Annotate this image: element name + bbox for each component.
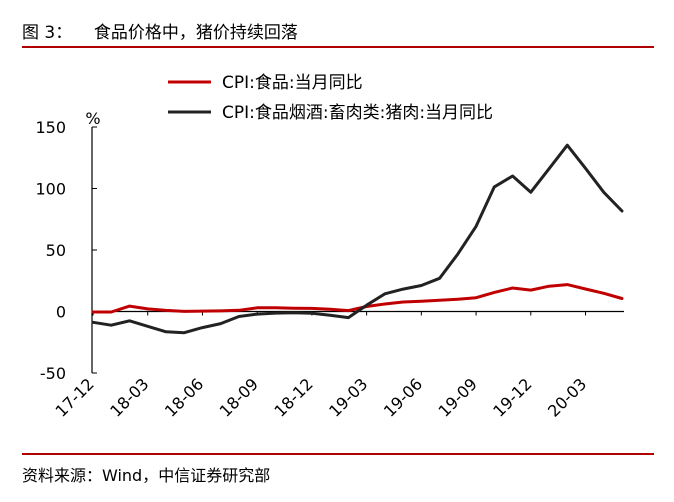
source-note: 资料来源：Wind，中信证券研究部 xyxy=(22,466,271,485)
series-line-food-cpi xyxy=(91,283,624,314)
x-tick-label: 18-06 xyxy=(161,374,207,420)
x-tick-label: 19-03 xyxy=(325,374,371,420)
x-tick-label: 19-12 xyxy=(489,374,535,420)
y-unit-label: % xyxy=(85,109,100,128)
series-line-pork-cpi xyxy=(91,143,624,335)
chart-legend: CPI:食品:当月同比 CPI:食品烟酒:畜肉类:猪肉:当月同比 xyxy=(168,73,493,123)
y-tick-label: 0 xyxy=(56,303,66,322)
y-tick-label: -50 xyxy=(40,364,66,383)
x-tick-label: 18-12 xyxy=(270,374,316,420)
x-tick-label: 20-03 xyxy=(544,374,590,420)
y-tick-label: 100 xyxy=(35,180,66,199)
figure-title: 图 3： 食品价格中，猪价持续回落 xyxy=(22,23,298,43)
x-tick-label: 19-09 xyxy=(435,374,481,420)
x-tick-label: 18-03 xyxy=(106,374,152,420)
chart-series xyxy=(91,143,624,335)
source-divider xyxy=(22,453,654,455)
title-divider xyxy=(22,46,654,48)
y-tick-label: 50 xyxy=(46,241,66,260)
legend-label: CPI:食品烟酒:畜肉类:猪肉:当月同比 xyxy=(222,103,493,123)
x-tick-label: 18-09 xyxy=(216,374,262,420)
x-tick-label: 19-06 xyxy=(380,374,426,420)
legend-label: CPI:食品:当月同比 xyxy=(222,73,363,93)
y-tick-label: 150 xyxy=(35,118,66,137)
